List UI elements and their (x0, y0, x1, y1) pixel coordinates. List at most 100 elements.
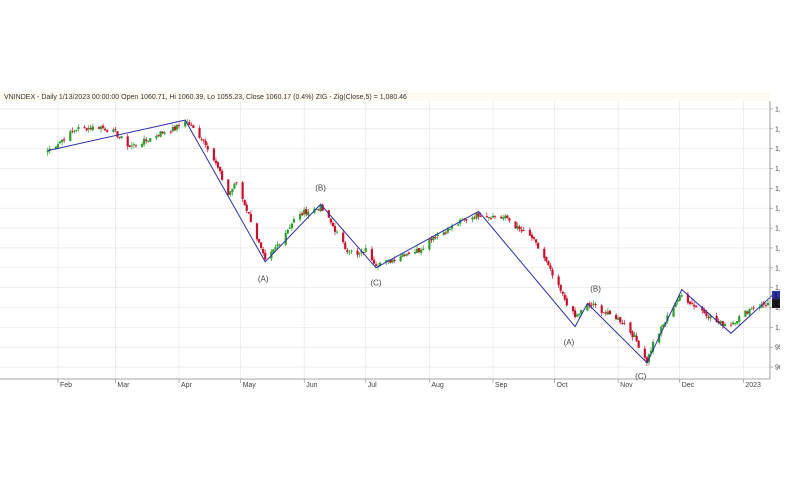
candle-body (407, 252, 410, 254)
candle-body (678, 295, 681, 301)
candle-body (617, 317, 620, 320)
candle-body (695, 305, 698, 307)
candle-body (473, 217, 476, 219)
candle-body (688, 301, 692, 304)
candle-body (619, 317, 622, 323)
y-tick-label: 1,300 (775, 206, 780, 213)
x-tick-label: Mar (117, 382, 130, 389)
candle-body (192, 125, 195, 128)
x-tick-label: Aug (431, 382, 444, 389)
candle-body (590, 305, 593, 307)
candle-body (305, 209, 308, 215)
x-tick-label: Oct (557, 382, 568, 389)
candle-body (73, 130, 76, 132)
candle-body (393, 259, 396, 261)
candle-body (157, 134, 160, 136)
candle-body (690, 302, 694, 304)
candle-body (631, 331, 634, 338)
candle-body (707, 317, 710, 318)
candle-body (422, 248, 425, 250)
wave-label: (B) (590, 285, 601, 294)
candle-body (85, 128, 88, 131)
candle-body (576, 314, 579, 317)
x-tick-label: Dec (682, 382, 695, 389)
candle-body (342, 232, 345, 243)
candle-body (649, 350, 653, 354)
candle-body (557, 276, 560, 285)
candle-body (333, 226, 337, 232)
candle-body (465, 219, 468, 221)
candle-body (493, 216, 497, 218)
candle-body (155, 135, 158, 139)
candle-body (471, 217, 474, 220)
y-tick-label: 1,350 (775, 186, 780, 193)
candle-body (202, 139, 205, 141)
candle-body (477, 213, 480, 217)
candle-body (719, 321, 722, 324)
candle-body (374, 264, 378, 267)
candle-body (321, 204, 324, 211)
candle-body (140, 144, 144, 147)
candle-body (643, 348, 646, 358)
chart-title: VNINDEX - Daily 1/13/2023 00:00:00 Open … (4, 94, 407, 101)
candle-body (272, 249, 275, 253)
candle-body (106, 130, 109, 132)
candle-body (746, 311, 749, 314)
y-tick-label: 1,250 (775, 226, 780, 233)
candle-body (358, 253, 361, 255)
candle-body (97, 127, 101, 129)
candle-body (83, 127, 86, 128)
candle-body (635, 335, 638, 342)
candle-body (247, 212, 250, 214)
candle-body (615, 315, 618, 320)
candle-body (571, 306, 575, 312)
title-bar (0, 92, 770, 101)
candle-body (301, 213, 304, 216)
wave-label: (C) (635, 372, 646, 381)
candle-body (370, 249, 374, 261)
candle-body (547, 261, 550, 266)
candle-body (418, 248, 421, 252)
candle-body (229, 191, 232, 195)
candle-body (545, 256, 548, 262)
candle-body (126, 136, 129, 147)
candle-body (637, 340, 640, 348)
candle-body (399, 256, 402, 261)
candle-body (290, 223, 293, 229)
candles (46, 118, 770, 367)
candle-body (432, 236, 435, 240)
candle-body (102, 125, 105, 128)
candle-body (77, 127, 80, 130)
candle-body (278, 244, 281, 246)
x-tick-label: Jun (306, 382, 317, 389)
candle-body (257, 239, 261, 243)
wave-label: (C) (370, 279, 381, 288)
candle-body (522, 230, 525, 232)
candle-body (600, 305, 603, 313)
candle-body (738, 316, 741, 322)
candle-body (475, 212, 478, 219)
candle-body (335, 231, 339, 233)
candle-body (221, 170, 224, 180)
candle-body (506, 215, 509, 219)
candle-body (190, 125, 193, 126)
candle-body (149, 138, 152, 142)
candle-body (518, 226, 521, 230)
candle-body (721, 321, 724, 326)
candle-body (116, 131, 119, 137)
candle-body (329, 218, 332, 223)
candle-body (580, 310, 583, 314)
candle-body (249, 213, 252, 223)
candle-body (227, 179, 230, 195)
candle-body (161, 131, 164, 134)
axes: 900 950 1,000 1,050 1,100 1,150 1,200 1,250 1,30… (0, 101, 780, 389)
candlestick-chart: VNINDEX - Daily 1/13/2023 00:00:00 Open … (0, 92, 780, 409)
candle-body (262, 249, 265, 254)
candle-body (578, 314, 581, 316)
candle-body (307, 211, 310, 216)
candle-body (748, 308, 751, 315)
candle-body (487, 216, 490, 219)
candle-body (434, 237, 437, 238)
candle-body (114, 129, 117, 131)
y-tick-label: 1,450 (775, 146, 780, 153)
